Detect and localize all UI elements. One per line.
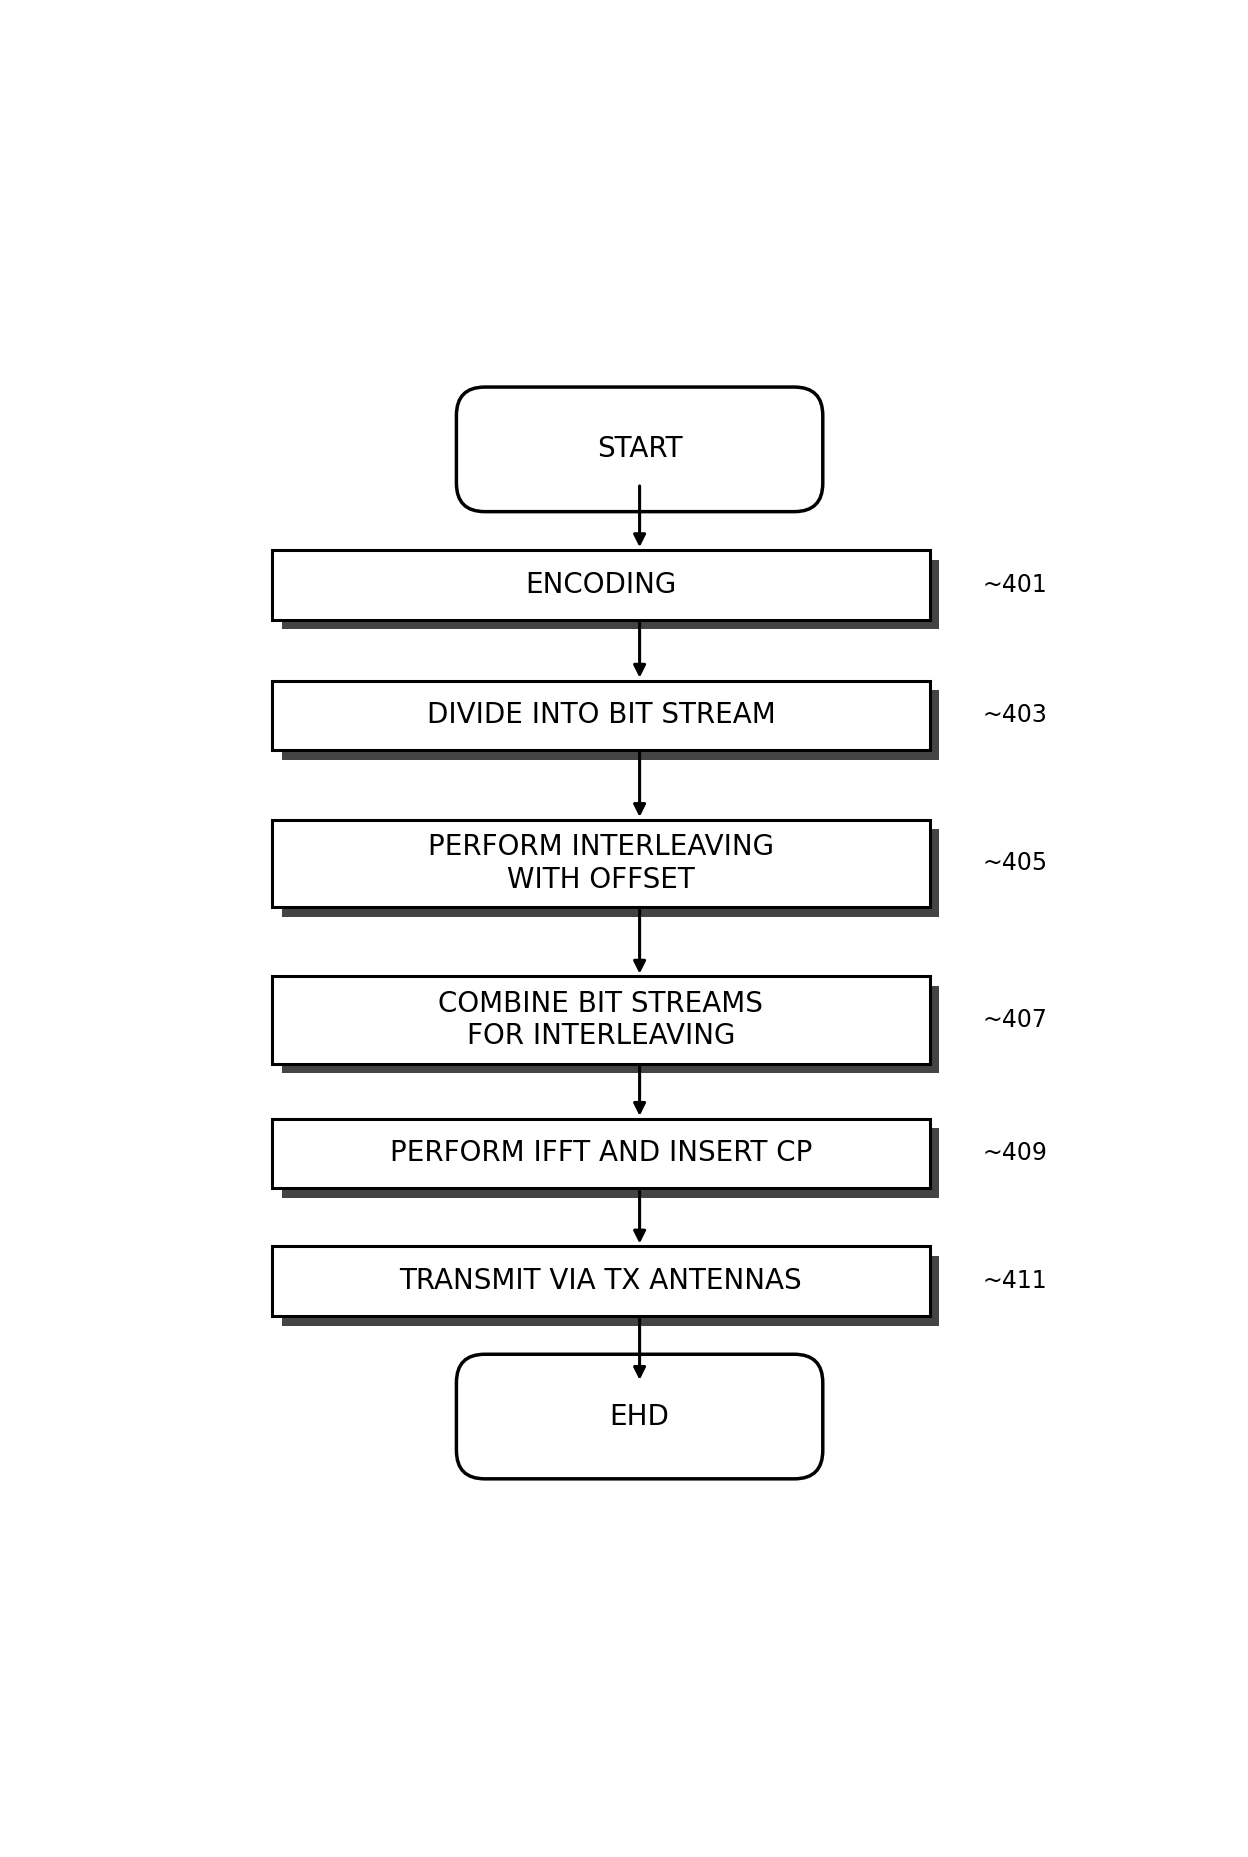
- FancyBboxPatch shape: [457, 1354, 822, 1478]
- FancyBboxPatch shape: [282, 986, 940, 1073]
- Text: ~401: ~401: [983, 572, 1048, 596]
- Text: ENCODING: ENCODING: [525, 570, 676, 598]
- Text: PERFORM INTERLEAVING
WITH OFFSET: PERFORM INTERLEAVING WITH OFFSET: [428, 834, 774, 893]
- Text: ~407: ~407: [983, 1008, 1048, 1032]
- FancyBboxPatch shape: [272, 1118, 930, 1188]
- FancyBboxPatch shape: [282, 830, 940, 917]
- Text: ~409: ~409: [983, 1142, 1048, 1166]
- Text: ~405: ~405: [983, 851, 1048, 875]
- FancyBboxPatch shape: [272, 977, 930, 1064]
- Text: ~411: ~411: [983, 1268, 1047, 1292]
- FancyBboxPatch shape: [457, 386, 822, 513]
- FancyBboxPatch shape: [282, 691, 940, 760]
- Text: TRANSMIT VIA TX ANTENNAS: TRANSMIT VIA TX ANTENNAS: [399, 1266, 802, 1294]
- Text: ~403: ~403: [983, 704, 1048, 728]
- Text: START: START: [597, 435, 683, 464]
- FancyBboxPatch shape: [282, 1129, 940, 1198]
- Text: PERFORM IFFT AND INSERT CP: PERFORM IFFT AND INSERT CP: [389, 1140, 812, 1168]
- FancyBboxPatch shape: [282, 559, 940, 630]
- FancyBboxPatch shape: [272, 1246, 930, 1317]
- FancyBboxPatch shape: [272, 680, 930, 750]
- Text: EHD: EHD: [610, 1402, 669, 1430]
- Text: COMBINE BIT STREAMS
FOR INTERLEAVING: COMBINE BIT STREAMS FOR INTERLEAVING: [438, 990, 764, 1051]
- FancyBboxPatch shape: [272, 550, 930, 620]
- Text: DIVIDE INTO BIT STREAM: DIVIDE INTO BIT STREAM: [427, 702, 775, 730]
- FancyBboxPatch shape: [272, 819, 930, 906]
- FancyBboxPatch shape: [282, 1255, 940, 1326]
